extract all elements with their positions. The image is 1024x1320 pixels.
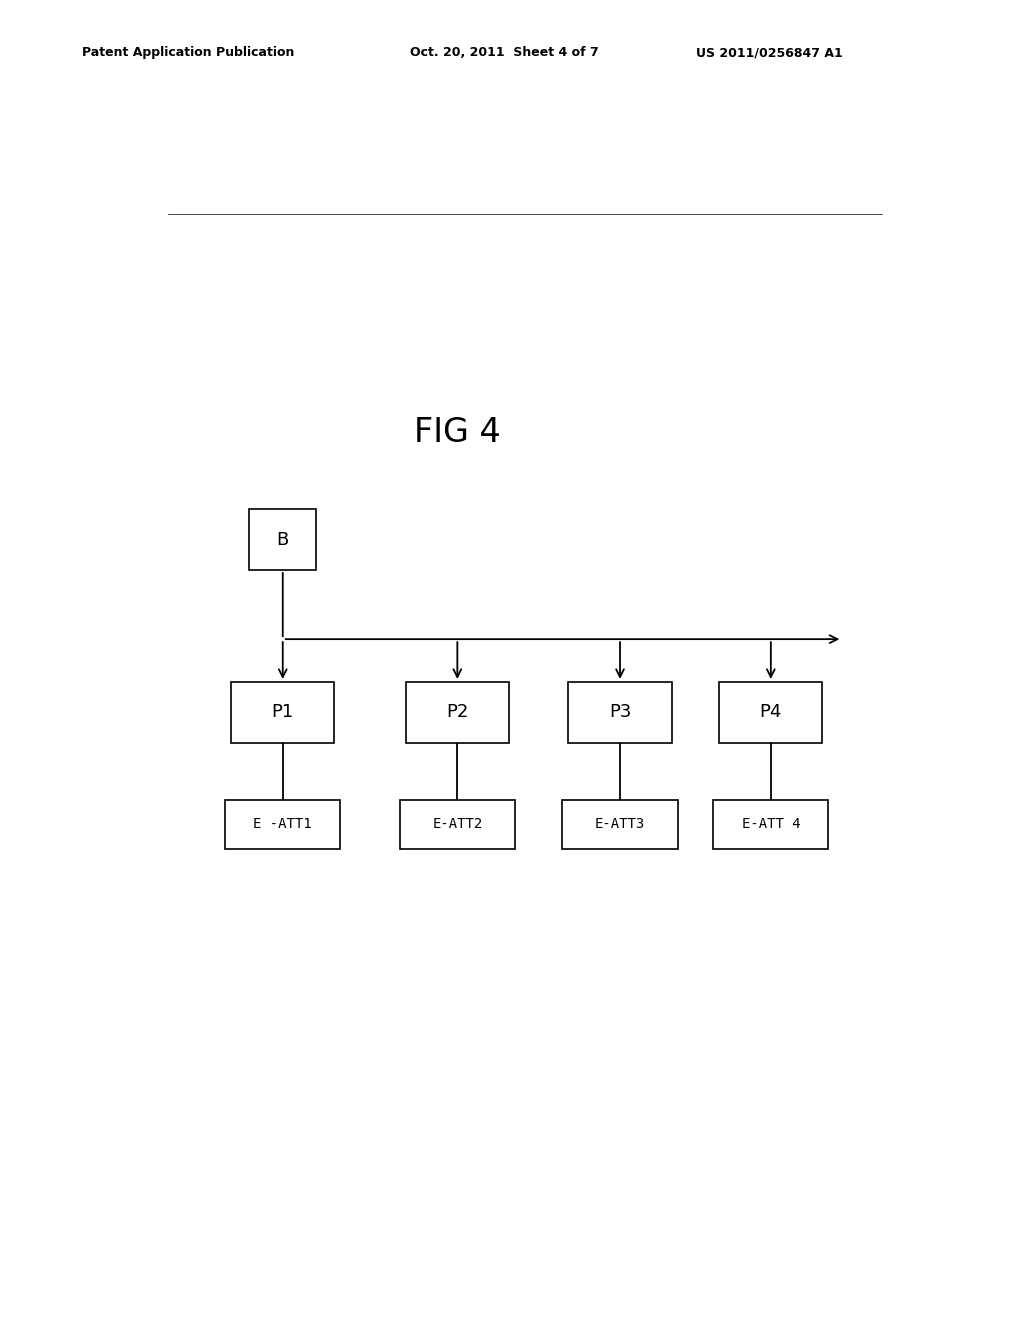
Text: E-ATT2: E-ATT2 [432,817,482,832]
Text: E-ATT 4: E-ATT 4 [741,817,800,832]
Text: E-ATT3: E-ATT3 [595,817,645,832]
Bar [568,682,672,743]
Bar [399,800,515,849]
Text: E -ATT1: E -ATT1 [253,817,312,832]
Text: P2: P2 [446,704,469,721]
Bar [406,682,509,743]
Bar [714,800,828,849]
Bar [225,800,340,849]
Text: Oct. 20, 2011  Sheet 4 of 7: Oct. 20, 2011 Sheet 4 of 7 [410,46,598,59]
Bar [231,682,334,743]
Text: P3: P3 [609,704,631,721]
Text: B: B [276,531,289,549]
Bar [249,510,316,570]
Bar [719,682,822,743]
Text: US 2011/0256847 A1: US 2011/0256847 A1 [696,46,843,59]
Bar [562,800,678,849]
Text: FIG 4: FIG 4 [414,416,501,449]
Text: P1: P1 [271,704,294,721]
Text: P4: P4 [760,704,782,721]
Text: Patent Application Publication: Patent Application Publication [82,46,294,59]
